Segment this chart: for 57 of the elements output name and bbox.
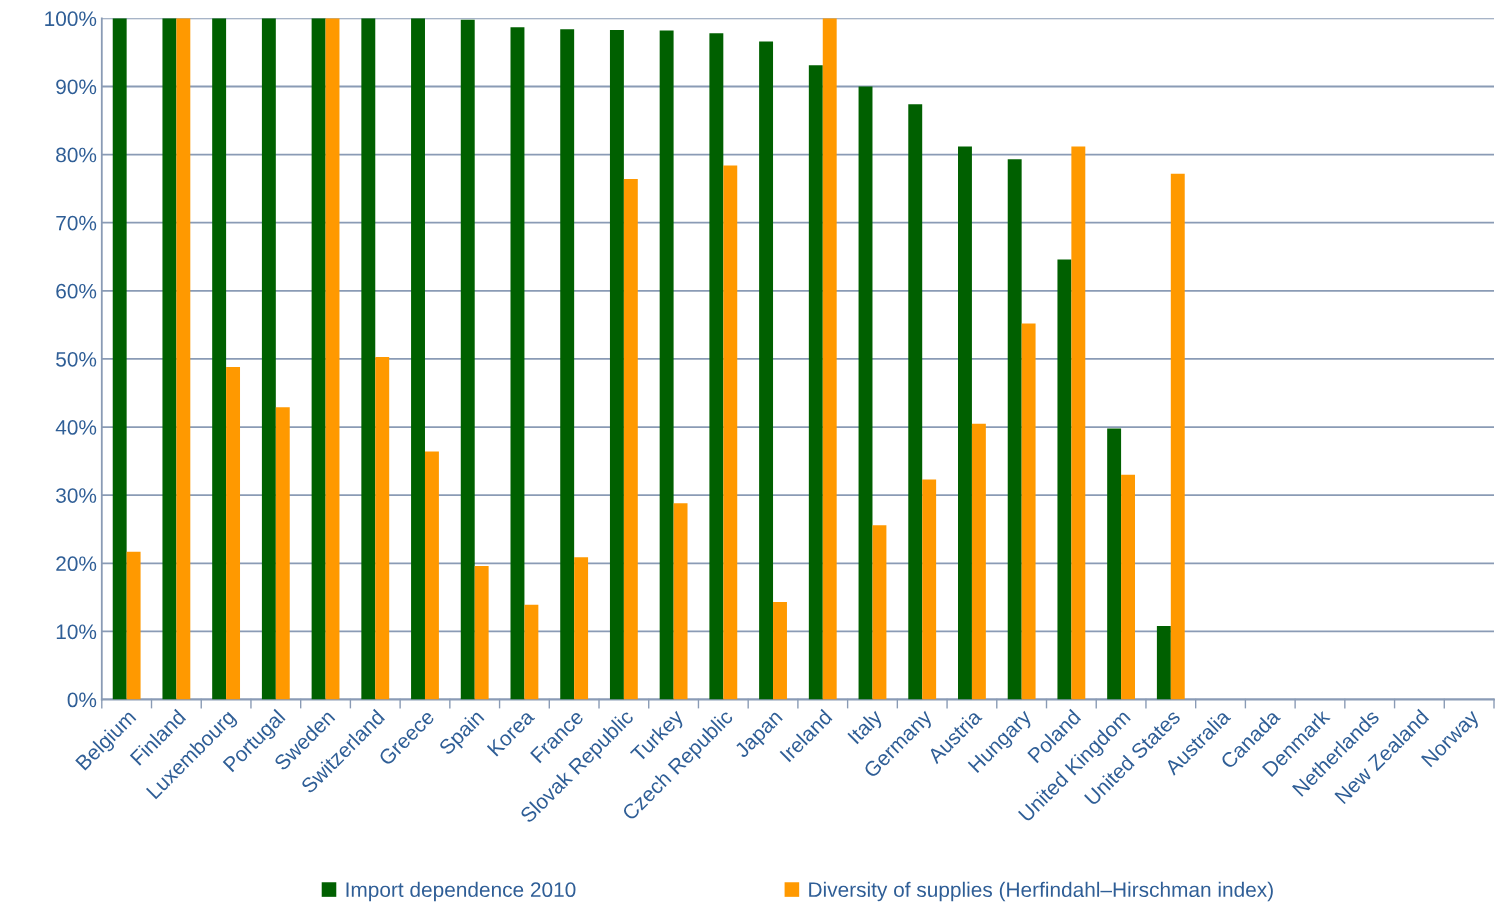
y-tick-label: 0% xyxy=(67,692,97,708)
bar xyxy=(1057,259,1072,700)
y-tick-label: 100% xyxy=(45,11,97,27)
bar xyxy=(609,29,624,700)
bar xyxy=(623,179,638,700)
bar xyxy=(922,479,937,700)
bar xyxy=(162,18,177,700)
legend-label: Diversity of supplies (Herfindahl–Hirschman index) xyxy=(809,881,1273,902)
bar xyxy=(673,503,688,700)
bar xyxy=(908,104,923,700)
bar xyxy=(424,451,439,700)
bar xyxy=(822,18,837,700)
bar xyxy=(112,18,127,700)
bar xyxy=(325,18,340,700)
bar xyxy=(1071,146,1086,700)
bar xyxy=(574,557,589,700)
bar xyxy=(524,604,539,700)
bar xyxy=(958,146,972,700)
bar xyxy=(375,356,390,700)
bar xyxy=(659,30,674,700)
bar xyxy=(226,367,241,700)
bar xyxy=(709,33,724,700)
bar xyxy=(1107,428,1122,700)
y-tick-label: 10% xyxy=(56,624,97,640)
bar xyxy=(176,18,191,700)
bar xyxy=(474,566,489,700)
bar xyxy=(773,602,787,700)
bar xyxy=(723,165,738,700)
bar xyxy=(971,423,986,700)
bar xyxy=(858,86,873,700)
y-tick-label: 70% xyxy=(56,215,97,231)
bar xyxy=(411,18,425,700)
bar xyxy=(126,551,141,700)
bar xyxy=(872,525,887,700)
bar xyxy=(261,18,276,700)
bar xyxy=(1121,474,1136,700)
bar xyxy=(560,29,575,700)
y-tick-label: 80% xyxy=(56,147,97,163)
y-tick-label: 60% xyxy=(56,283,97,299)
bar xyxy=(1007,159,1022,700)
bar xyxy=(275,407,290,700)
bar xyxy=(460,19,475,700)
y-tick-label: 20% xyxy=(56,556,97,572)
y-tick-label: 40% xyxy=(55,420,97,435)
bar xyxy=(361,18,376,700)
legend-label: Import dependence 2010 xyxy=(346,881,576,902)
bar xyxy=(759,41,774,700)
bar xyxy=(212,18,227,700)
y-tick-label: 30% xyxy=(56,488,97,503)
bar xyxy=(510,27,525,700)
bar xyxy=(1156,625,1171,700)
bar xyxy=(1021,323,1036,700)
bar xyxy=(808,65,823,700)
bar xyxy=(311,18,326,700)
bar xyxy=(1170,173,1185,700)
y-tick-label: 90% xyxy=(56,79,97,95)
y-tick-label: 50% xyxy=(56,351,97,367)
